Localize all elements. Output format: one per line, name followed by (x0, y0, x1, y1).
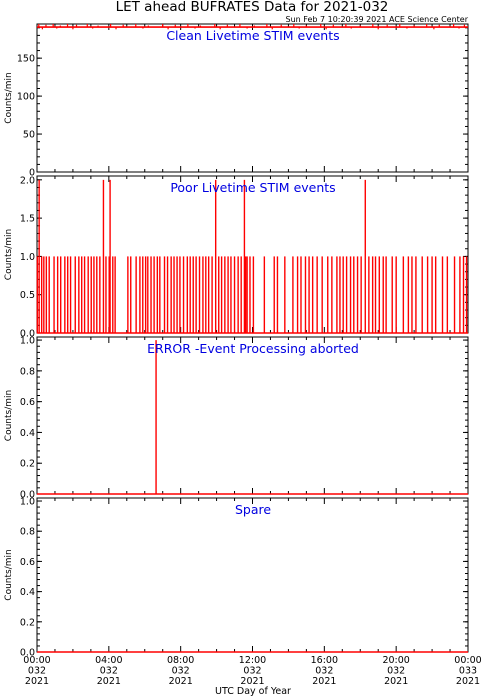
y-tick-label: 0.8 (20, 366, 35, 377)
y-tick-label: 50 (23, 130, 35, 141)
y-tick-label: 0.4 (20, 587, 35, 598)
x-tick-label: 04:00 (95, 655, 122, 666)
x-tick-label: 032 (28, 666, 46, 677)
y-tick-label: 1.0 (20, 497, 35, 508)
x-tick-label: 00:00 (454, 655, 481, 666)
x-tick-label: 032 (387, 666, 405, 677)
x-tick-label: 032 (315, 666, 333, 677)
x-tick-label: 032 (172, 666, 190, 677)
y-tick-label: 100 (17, 92, 35, 103)
x-tick-label: 032 (243, 666, 261, 677)
x-axis-labels: 00:00032202104:00032202108:00032202112:0… (23, 655, 481, 687)
panel-3: 0.0 0.2 0.4 0.6 0.8 1.0 Counts/min ERROR -Event… (4, 336, 469, 501)
x-tick-label: 2021 (456, 676, 480, 687)
panel-title: Poor Livetime STIM events (170, 180, 335, 195)
figure-subtitle: Sun Feb 7 10:20:39 2021 ACE Science Cent… (286, 15, 469, 24)
x-tick-label: 12:00 (239, 655, 266, 666)
x-tick-label: 032 (100, 666, 118, 677)
y-axis-title: Counts/min (4, 549, 14, 600)
x-tick-label: 00:00 (23, 655, 50, 666)
x-tick-label: 2021 (240, 676, 264, 687)
x-tick-label: 2021 (312, 676, 336, 687)
y-tick-label: 0.5 (20, 290, 35, 301)
panel-4: 0.0 0.2 0.4 0.6 0.8 1.0 Counts/min Spare (4, 497, 469, 659)
y-tick-label: 1.0 (20, 336, 35, 347)
y-tick-label: 2.0 (20, 175, 35, 186)
y-axis-title: Counts/min (4, 229, 14, 280)
panel-title: ERROR -Event Processing aborted (147, 341, 359, 356)
x-tick-label: 2021 (97, 676, 121, 687)
y-axis-title: Counts/min (4, 72, 14, 123)
y-tick-label: 150 (17, 54, 35, 65)
panel-frame (36, 23, 469, 173)
y-tick-label: 0.0 (20, 490, 35, 501)
y-tick-label: 0.2 (20, 459, 35, 470)
figure-title: LET ahead BUFRATES Data for 2021-032 (116, 0, 389, 15)
x-tick-label: 2021 (384, 676, 408, 687)
y-tick-label: 1.0 (20, 252, 35, 263)
x-tick-label: 033 (459, 666, 477, 677)
y-tick-label: 0.6 (20, 557, 35, 568)
y-tick-label: 0 (29, 168, 35, 179)
y-tick-label: 0.0 (20, 329, 35, 340)
y-tick-label: 1.5 (20, 214, 35, 225)
panel-frame (36, 497, 469, 653)
y-tick-label: 0.0 (20, 648, 35, 659)
x-tick-label: 2021 (169, 676, 193, 687)
x-tick-label: 16:00 (311, 655, 338, 666)
y-tick-label: 0.8 (20, 527, 35, 538)
y-tick-label: 0.2 (20, 617, 35, 628)
y-tick-label: 0.6 (20, 397, 35, 408)
panel-title: Spare (235, 502, 271, 517)
y-axis-title: Counts/min (4, 390, 14, 441)
y-tick-label: 0.4 (20, 428, 35, 439)
x-tick-label: 2021 (25, 676, 49, 687)
x-tick-label: 20:00 (382, 655, 409, 666)
x-axis-title: UTC Day of Year (215, 686, 291, 697)
panel-2: 0.0 0.5 1.0 1.5 2.0 Counts/min Poor Livetime S… (4, 175, 469, 340)
panel-title: Clean Livetime STIM events (166, 28, 339, 43)
panel-frame (36, 336, 469, 495)
x-tick-label: 08:00 (167, 655, 194, 666)
